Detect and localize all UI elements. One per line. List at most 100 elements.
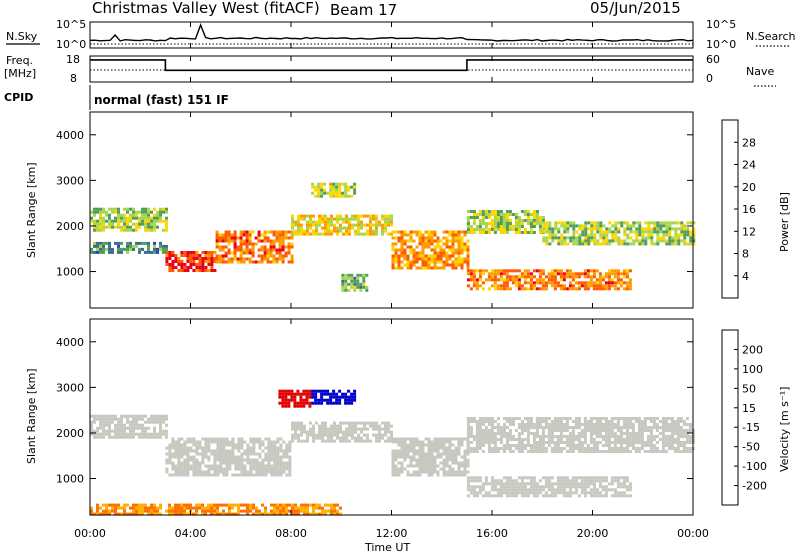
power-cells-cell [493, 231, 497, 234]
vel-cells-cell [508, 494, 512, 498]
power-cells-cell [439, 257, 443, 261]
vel-cells-cell [308, 401, 312, 405]
power-cells-cell [269, 239, 273, 243]
power-cells-cell [324, 214, 327, 218]
vel-cells-cell [207, 470, 211, 474]
vel-cells-cell [390, 424, 393, 428]
vel-cells-cell [466, 444, 470, 447]
vel-cells-cell [463, 467, 467, 471]
power-cells-cell [381, 214, 384, 218]
power-cells-cell [484, 225, 488, 228]
power-cells-cell [668, 221, 672, 225]
power-cells-cell [493, 269, 497, 273]
vel-cells-cell [294, 512, 297, 516]
vel-cells-cell [433, 440, 437, 444]
vel-cells-cell [252, 458, 256, 462]
power-cells-cell [626, 242, 630, 246]
power-cells-cell [165, 254, 169, 257]
time-tick-label: 12:00 [376, 527, 408, 540]
power-cells-cell [674, 233, 678, 237]
time-axis-label: Time UT [364, 541, 410, 554]
power-cells-cell [451, 260, 455, 264]
power-cells-cell [523, 231, 527, 234]
vel-cells-cell [403, 440, 407, 444]
power-cells-cell [674, 230, 678, 234]
vel-cells-cell [290, 392, 294, 396]
power-cells-cell [333, 229, 336, 233]
power-cells-cell [427, 266, 431, 270]
vel-cells-cell [622, 438, 626, 441]
vel-cells-cell [616, 435, 620, 438]
vel-cells-cell [293, 398, 297, 402]
vel-cells-cell [320, 389, 324, 393]
power-cells-cell [96, 228, 99, 232]
power-cells-cell [375, 220, 378, 224]
vel-cells-cell [351, 436, 354, 440]
vel-cells-cell [445, 470, 449, 474]
vel-cells-cell [475, 450, 479, 453]
vel-cells-cell [213, 473, 217, 477]
vel-cells-cell [574, 476, 578, 480]
vel-cells-cell [165, 461, 169, 465]
power-cells-cell [505, 272, 509, 276]
power-cells-cell [556, 269, 560, 273]
power-cells-cell [335, 194, 339, 198]
power-cells-cell [662, 239, 666, 243]
vel-cells-cell [499, 482, 503, 486]
power-cells-cell [608, 227, 612, 231]
vel-cells-cell [544, 450, 548, 453]
vel-cells-cell [646, 441, 650, 444]
vel-cells-cell [201, 509, 204, 513]
power-cells-cell [472, 272, 476, 276]
vel-cells-cell [466, 482, 470, 486]
vel-cells-cell [544, 479, 548, 483]
power-cells-cell [400, 242, 404, 246]
vel-cells-cell [505, 447, 509, 450]
power-cells-cell [596, 227, 600, 231]
vel-cells-cell [574, 479, 578, 483]
vel-cells-cell [610, 488, 614, 492]
power-cells-cell [520, 222, 524, 225]
power-cells-cell [284, 245, 288, 249]
power-cells-cell [177, 269, 181, 272]
vel-cells-cell [117, 435, 120, 439]
power-cells-cell [150, 219, 153, 223]
vel-cells-cell [637, 423, 641, 426]
power-cells-cell [487, 278, 491, 282]
vel-cells-cell [493, 488, 497, 492]
power-cells-cell [427, 236, 431, 240]
power-cells-cell [457, 230, 461, 234]
vel-cells-cell [676, 420, 680, 423]
power-cells-cell [102, 228, 105, 232]
vel-cells-cell [682, 435, 686, 438]
power-cells-cell [572, 239, 576, 243]
vel-cells-cell [180, 503, 183, 507]
vel-cells-cell [454, 452, 458, 456]
power-cells-cell [421, 236, 425, 240]
power-cells-cell [541, 284, 545, 288]
vel-cells-cell [120, 414, 123, 418]
vel-cells-cell [207, 437, 211, 441]
vel-cells-cell [682, 444, 686, 447]
power-cells-cell [418, 236, 422, 240]
vel-cells-cell [350, 401, 354, 405]
power-cells-cell [614, 233, 618, 237]
power-cells-cell [445, 260, 449, 264]
vel-cells-cell [246, 506, 249, 510]
power-cells-cell [535, 210, 539, 213]
power-cells-cell [535, 213, 539, 216]
power-cells-cell [204, 251, 208, 254]
vel-cells-cell [610, 447, 614, 450]
vel-cells-cell [442, 464, 446, 468]
vel-cells-cell [631, 426, 635, 429]
vel-cells-cell [114, 417, 117, 421]
vel-cells-cell [234, 512, 237, 516]
vel-cells-cell [267, 464, 271, 468]
vel-cells-cell [366, 433, 369, 437]
power-cells-cell [472, 222, 476, 225]
vel-cells-cell [652, 420, 656, 423]
vel-cells-cell [601, 494, 605, 498]
vel-cells-cell [375, 427, 378, 431]
power-cells-cell [562, 272, 566, 276]
power-cells-cell [656, 239, 660, 243]
